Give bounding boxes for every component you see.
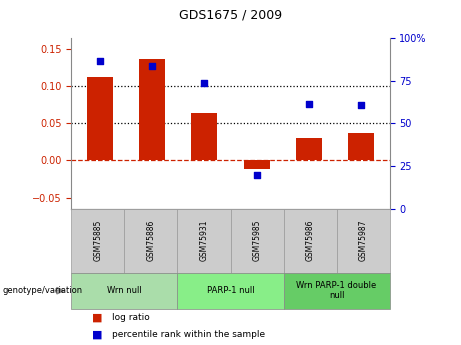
Text: GSM75886: GSM75886 (147, 220, 155, 261)
Text: percentile rank within the sample: percentile rank within the sample (112, 330, 265, 339)
Text: Wrn PARP-1 double
null: Wrn PARP-1 double null (296, 281, 377, 300)
Point (253, 172, 260, 178)
Bar (139, 59, 165, 160)
Bar (348, 133, 374, 160)
Text: GSM75985: GSM75985 (253, 220, 261, 262)
Point (148, 63, 156, 69)
Bar (243, 160, 270, 169)
Bar (87, 77, 113, 160)
Text: Wrn null: Wrn null (107, 286, 142, 295)
Point (305, 101, 313, 107)
Bar (296, 138, 322, 160)
Point (96, 58, 104, 64)
Text: GSM75931: GSM75931 (200, 220, 208, 262)
Point (201, 80, 208, 86)
Text: GSM75987: GSM75987 (359, 220, 367, 262)
Text: GSM75986: GSM75986 (306, 220, 314, 262)
Point (357, 103, 365, 108)
Text: GSM75885: GSM75885 (94, 220, 102, 261)
Text: genotype/variation: genotype/variation (2, 286, 83, 295)
Bar (191, 113, 218, 160)
Text: PARP-1 null: PARP-1 null (207, 286, 254, 295)
Text: GDS1675 / 2009: GDS1675 / 2009 (179, 9, 282, 22)
Text: ■: ■ (92, 330, 103, 339)
Text: ■: ■ (92, 313, 103, 322)
Text: log ratio: log ratio (112, 313, 149, 322)
